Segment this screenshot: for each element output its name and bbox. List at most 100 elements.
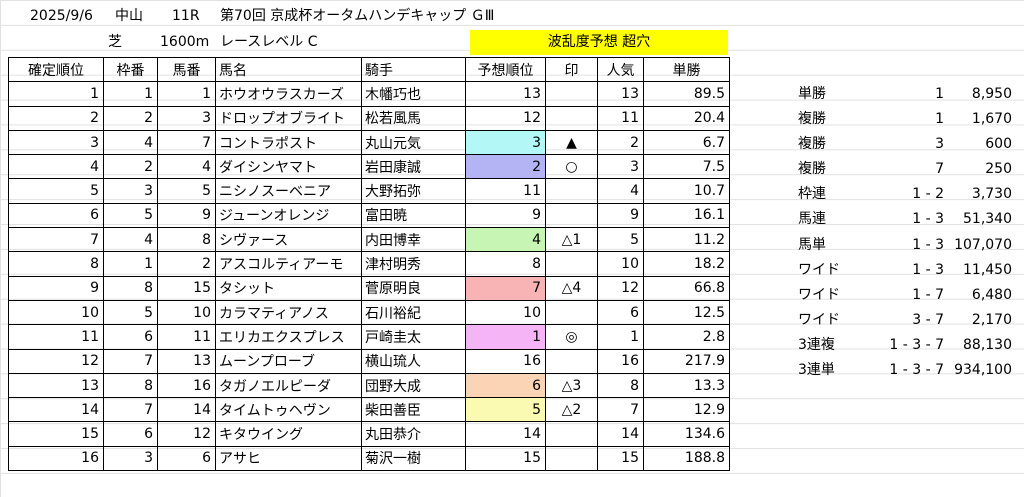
uma-cell: 5 bbox=[157, 178, 216, 204]
payout-combination: 3 bbox=[935, 136, 944, 153]
popularity-cell: 15 bbox=[597, 445, 644, 472]
payout-list: 単勝 1 8,950 複勝 1 1,670 複勝 3 600 複勝 7 250 枠連 1 - 2 3,730… bbox=[780, 82, 1020, 383]
odds-cell: 134.6 bbox=[643, 421, 730, 447]
table-header-row: 確定順位 枠番 馬番 馬名 騎手 予想順位 印 人気 単勝 bbox=[8, 56, 730, 83]
payout-combination: 1 - 3 bbox=[912, 211, 944, 228]
uma-cell: 1 bbox=[157, 81, 216, 107]
popularity-cell: 12 bbox=[597, 275, 644, 301]
payout-type: 複勝 bbox=[798, 136, 826, 153]
horse-name-cell: ムーンプローブ bbox=[215, 348, 362, 374]
payout-row: 複勝 7 250 bbox=[780, 157, 1020, 182]
rank-cell: 2 bbox=[8, 105, 104, 131]
race-venue: 中山 bbox=[115, 8, 143, 24]
table-row: 6 5 9 ジューンオレンジ 富田暁 9 9 16.1 bbox=[8, 202, 730, 229]
odds-cell: 7.5 bbox=[643, 154, 730, 180]
mark-cell bbox=[545, 421, 598, 447]
payout-combination: 1 - 3 bbox=[912, 236, 944, 253]
uma-cell: 15 bbox=[157, 275, 216, 301]
popularity-cell: 10 bbox=[597, 251, 644, 277]
rank-cell: 5 bbox=[8, 178, 104, 204]
rank-cell: 8 bbox=[8, 251, 104, 277]
popularity-cell: 7 bbox=[597, 397, 644, 423]
pred-rank-cell: 5 bbox=[465, 397, 546, 423]
jockey-cell: 菊沢一樹 bbox=[361, 445, 466, 472]
waku-cell: 5 bbox=[103, 202, 158, 229]
pred-rank-cell: 2 bbox=[465, 154, 546, 180]
table-row: 15 6 12 キタウイング 丸田恭介 14 14 134.6 bbox=[8, 421, 730, 447]
race-distance: 1600m bbox=[160, 34, 210, 50]
payout-row: 馬連 1 - 3 51,340 bbox=[780, 207, 1020, 232]
table-row: 11 6 11 エリカエクスプレス 戸崎圭太 1 ◎ 1 2.8 bbox=[8, 324, 730, 350]
payout-combination: 7 bbox=[935, 161, 944, 178]
prediction-label: 波乱度予想 超穴 bbox=[547, 34, 651, 50]
col-header-uma: 馬番 bbox=[157, 56, 216, 83]
rank-cell: 4 bbox=[8, 154, 104, 180]
rank-cell: 11 bbox=[8, 324, 104, 350]
popularity-cell: 1 bbox=[597, 324, 644, 350]
waku-cell: 1 bbox=[103, 81, 158, 107]
payout-amount: 3,730 bbox=[971, 186, 1012, 203]
uma-cell: 12 bbox=[157, 421, 216, 447]
waku-cell: 7 bbox=[103, 397, 158, 423]
table-row: 7 4 8 シヴァース 内田博幸 4 △1 5 11.2 bbox=[8, 227, 730, 253]
horse-name-cell: エリカエクスプレス bbox=[215, 324, 362, 350]
payout-type: ワイド bbox=[798, 286, 840, 303]
popularity-cell: 5 bbox=[597, 227, 644, 253]
popularity-cell: 16 bbox=[597, 348, 644, 374]
table-row: 8 1 2 アスコルティアーモ 津村明秀 8 10 18.2 bbox=[8, 251, 730, 277]
payout-combination: 1 bbox=[935, 111, 944, 128]
jockey-cell: 戸崎圭太 bbox=[361, 324, 466, 350]
mark-cell bbox=[545, 251, 598, 277]
horse-name-cell: アスコルティアーモ bbox=[215, 251, 362, 277]
popularity-cell: 9 bbox=[597, 202, 644, 229]
waku-cell: 4 bbox=[103, 129, 158, 156]
odds-cell: 2.8 bbox=[643, 324, 730, 350]
payout-amount: 6,480 bbox=[971, 286, 1012, 303]
table-row: 4 2 4 ダイシンヤマト 岩田康誠 2 ○ 3 7.5 bbox=[8, 154, 730, 180]
mark-cell: ○ bbox=[545, 154, 598, 180]
horse-name-cell: ダイシンヤマト bbox=[215, 154, 362, 180]
jockey-cell: 柴田善臣 bbox=[361, 397, 466, 423]
mark-cell bbox=[545, 299, 598, 326]
payout-type: 単勝 bbox=[798, 86, 826, 102]
jockey-cell: 大野拓弥 bbox=[361, 178, 466, 204]
pred-rank-cell: 10 bbox=[465, 299, 546, 326]
popularity-cell: 8 bbox=[597, 372, 644, 399]
col-header-jockey: 騎手 bbox=[361, 56, 466, 83]
table-row: 3 4 7 コントラポスト 丸山元気 3 ▲ 2 6.7 bbox=[8, 129, 730, 156]
race-number: 11R bbox=[172, 8, 200, 24]
col-header-rank: 確定順位 bbox=[8, 56, 104, 83]
rank-cell: 6 bbox=[8, 202, 104, 229]
jockey-cell: 松若風馬 bbox=[361, 105, 466, 131]
col-header-name: 馬名 bbox=[215, 56, 362, 83]
payout-amount: 250 bbox=[985, 161, 1012, 178]
rank-cell: 3 bbox=[8, 129, 104, 156]
race-title: 第70回 京成杯オータムハンデキャップ ＧⅢ bbox=[220, 8, 495, 24]
payout-row: 3連単 1 - 3 - 7 934,100 bbox=[780, 358, 1020, 383]
rank-cell: 9 bbox=[8, 275, 104, 301]
pred-rank-cell: 9 bbox=[465, 202, 546, 229]
horse-name-cell: ドロップオブライト bbox=[215, 105, 362, 131]
horse-name-cell: コントラポスト bbox=[215, 129, 362, 156]
payout-amount: 11,450 bbox=[963, 261, 1012, 278]
col-header-odds: 単勝 bbox=[643, 56, 730, 83]
waku-cell: 7 bbox=[103, 348, 158, 374]
mark-cell: △3 bbox=[545, 372, 598, 399]
popularity-cell: 3 bbox=[597, 154, 644, 180]
payout-row: ワイド 1 - 3 11,450 bbox=[780, 258, 1020, 283]
race-level: レースレベル C bbox=[220, 34, 318, 50]
payout-row: 枠連 1 - 2 3,730 bbox=[780, 182, 1020, 207]
jockey-cell: 富田暁 bbox=[361, 202, 466, 229]
waku-cell: 8 bbox=[103, 372, 158, 399]
odds-cell: 89.5 bbox=[643, 81, 730, 107]
rank-cell: 16 bbox=[8, 445, 104, 472]
payout-amount: 934,100 bbox=[954, 362, 1012, 379]
odds-cell: 13.3 bbox=[643, 372, 730, 399]
payout-row: 単勝 1 8,950 bbox=[780, 82, 1020, 107]
pred-rank-cell: 15 bbox=[465, 445, 546, 472]
rank-cell: 13 bbox=[8, 372, 104, 399]
horse-name-cell: タガノエルピーダ bbox=[215, 372, 362, 399]
uma-cell: 13 bbox=[157, 348, 216, 374]
jockey-cell: 津村明秀 bbox=[361, 251, 466, 277]
jockey-cell: 石川裕紀 bbox=[361, 299, 466, 326]
